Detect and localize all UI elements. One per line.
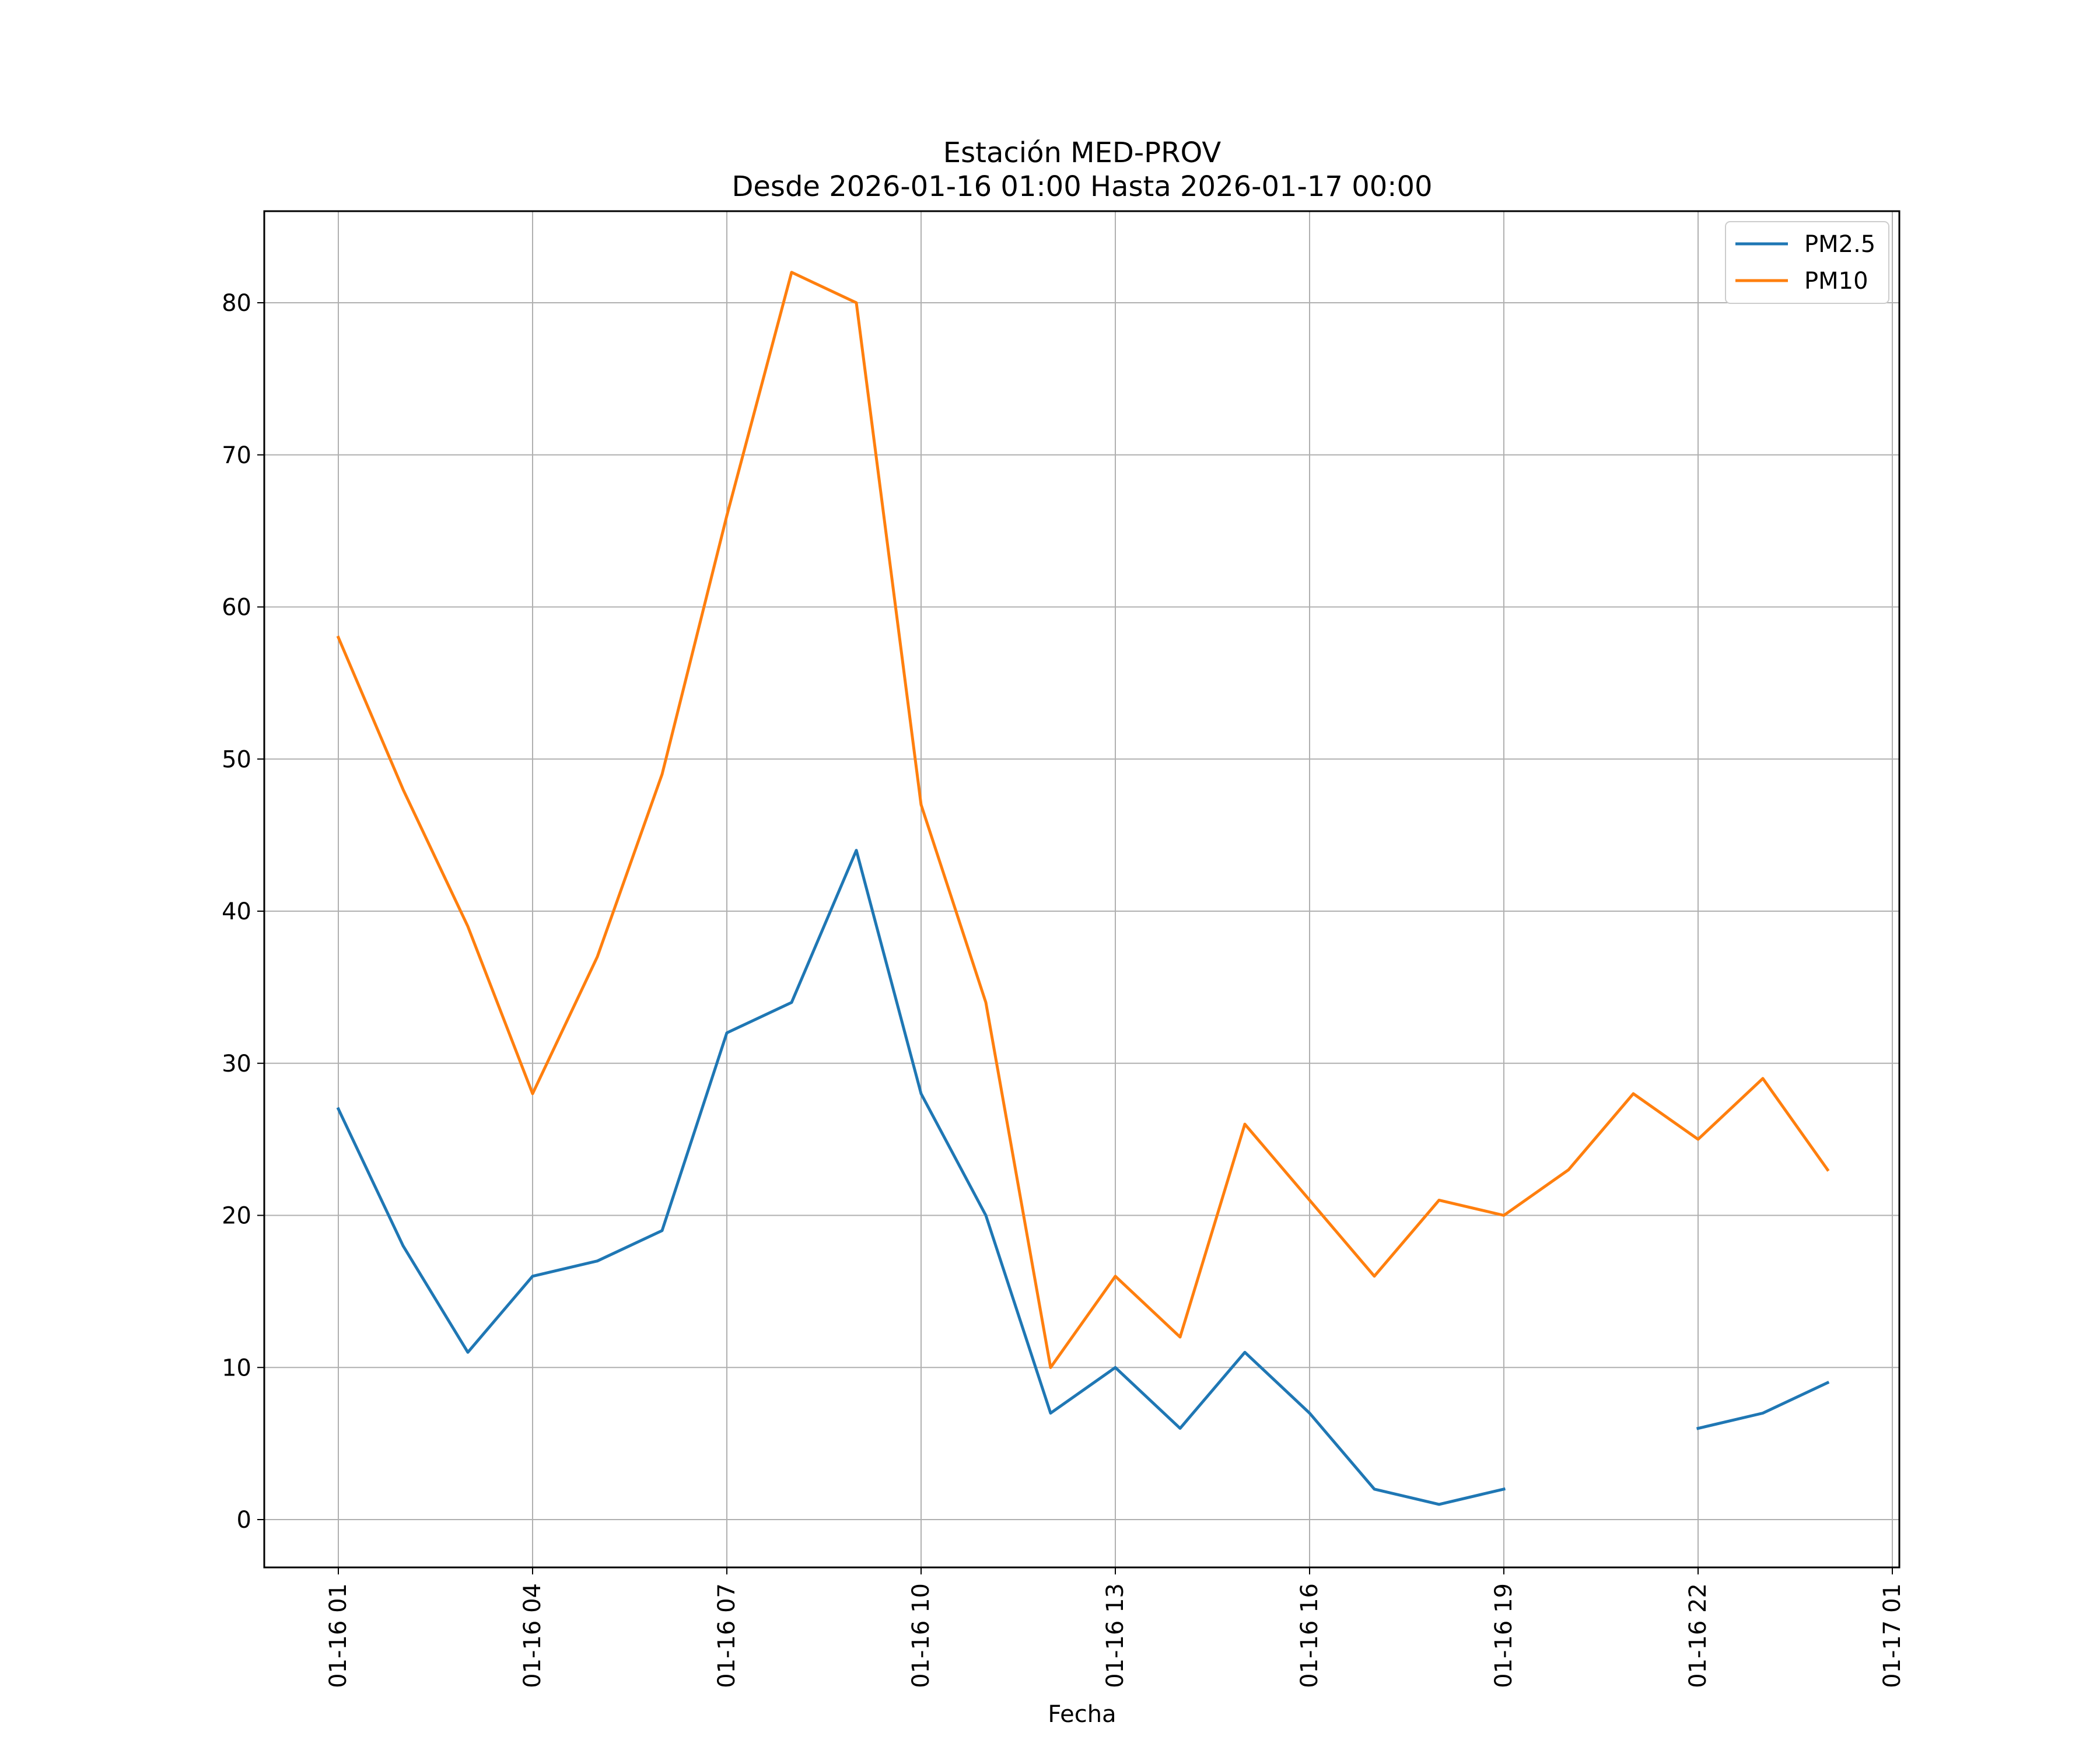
y-tick-label: 30 (222, 1051, 251, 1077)
x-tick-label: 01-16 07 (713, 1583, 740, 1688)
x-axis: 01-16 01 01-16 04 01-16 07 01-16 10 01-16 13… (325, 1567, 1906, 1688)
legend: PM2.5 PM10 (1725, 221, 1889, 304)
x-tick-label: 01-16 10 (908, 1583, 935, 1688)
x-axis-label: Fecha (1048, 1701, 1116, 1728)
plot-frame (263, 210, 1901, 1569)
y-tick-label: 60 (222, 594, 251, 621)
y-axis: 0 10 20 30 40 50 60 70 80 (222, 290, 264, 1534)
y-tick-label: 70 (222, 442, 251, 469)
legend-label-pm25: PM2.5 (1804, 231, 1875, 258)
grid (264, 211, 1899, 1567)
y-tick-label: 0 (237, 1507, 251, 1534)
y-tick-label: 80 (222, 290, 251, 317)
y-tick-label: 20 (222, 1203, 251, 1230)
x-tick-label: 01-16 22 (1685, 1583, 1712, 1688)
y-tick-label: 10 (222, 1354, 251, 1381)
x-tick-label: 01-16 19 (1490, 1583, 1517, 1688)
series-line-pm25 (336, 849, 1830, 1506)
y-tick-label: 50 (222, 746, 251, 773)
x-tick-label: 01-16 13 (1102, 1583, 1129, 1688)
legend-box (1725, 221, 1889, 304)
legend-label-pm10: PM10 (1804, 268, 1868, 295)
chart-subtitle: Desde 2026-01-16 01:00 Hasta 2026-01-17 … (732, 170, 1432, 203)
x-tick-label: 01-16 16 (1296, 1583, 1323, 1688)
series-lines (336, 271, 1830, 1506)
chart-title: Estación MED-PROV (943, 136, 1222, 169)
series-line-pm10 (336, 271, 1830, 1369)
x-tick-label: 01-16 04 (519, 1583, 546, 1688)
x-tick-label: 01-17 01 (1879, 1583, 1906, 1688)
y-tick-label: 40 (222, 898, 251, 925)
x-tick-label: 01-16 01 (325, 1583, 352, 1688)
